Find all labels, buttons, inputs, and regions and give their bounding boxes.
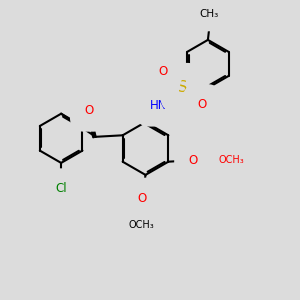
Text: HN: HN [150, 99, 167, 112]
Text: O: O [138, 192, 147, 205]
Text: Cl: Cl [55, 182, 67, 196]
Text: S: S [178, 80, 187, 95]
Text: O: O [197, 98, 206, 111]
Text: CH₃: CH₃ [200, 9, 219, 19]
Text: OCH₃: OCH₃ [218, 155, 244, 165]
Text: O: O [188, 154, 198, 167]
Text: O: O [84, 104, 93, 118]
Text: O: O [158, 64, 167, 78]
Text: OCH₃: OCH₃ [128, 220, 154, 230]
